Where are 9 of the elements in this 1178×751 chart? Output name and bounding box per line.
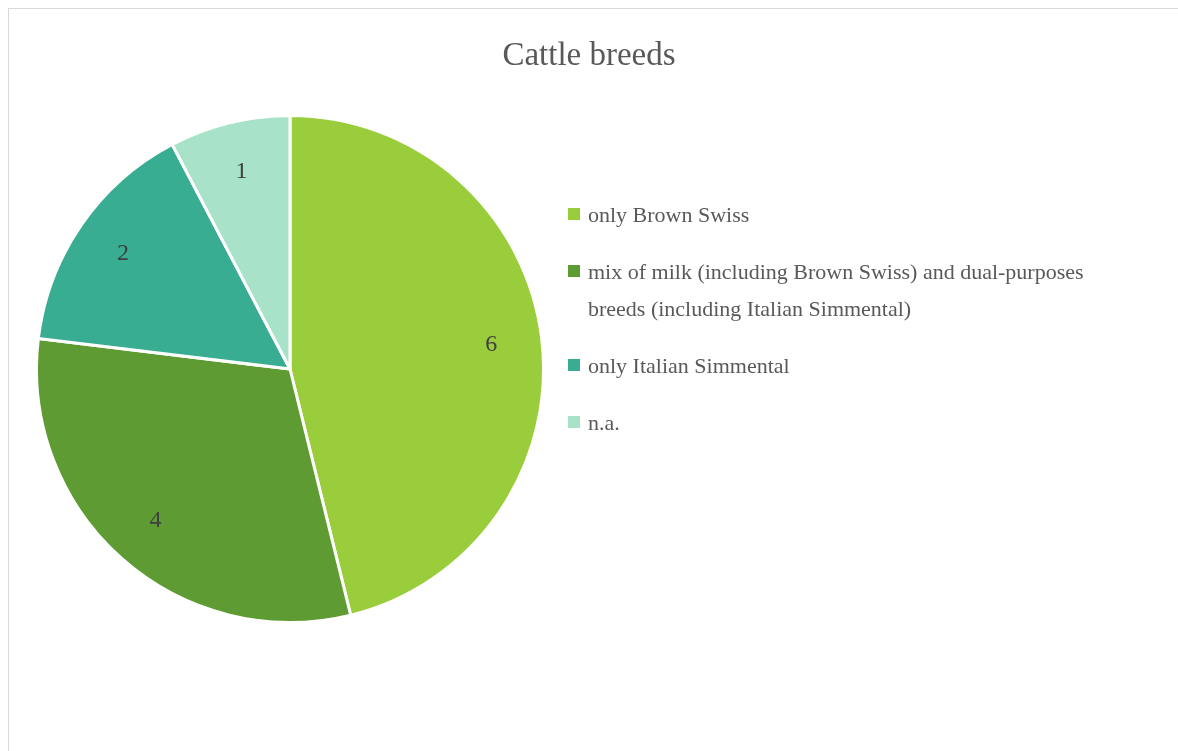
legend-label: only Italian Simmental [588,352,790,380]
data-label: 4 [149,506,162,533]
legend-label: only Brown Swiss [588,201,750,229]
chart-title: Cattle breeds [501,36,677,73]
data-label: 1 [235,157,248,184]
data-label: 6 [485,329,498,356]
legend-label: mix of milk (including Brown Swiss) and dual-purposes breeds (including Italian Simmental) [588,258,1085,323]
legend-label: n.a. [588,409,620,437]
data-label: 2 [117,239,130,266]
